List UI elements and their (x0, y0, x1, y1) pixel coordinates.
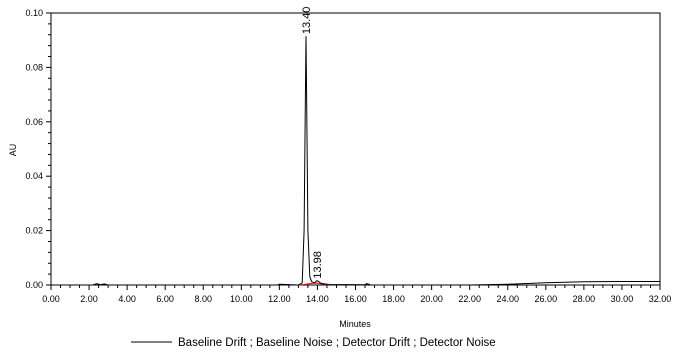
y-axis: 0.00 0.02 0.04 0.06 0.08 0.10 (25, 8, 51, 290)
series-layer (51, 36, 660, 286)
x-tick-label: 10.00 (230, 294, 253, 304)
x-tick-label: 8.00 (194, 294, 212, 304)
x-tick-label: 14.00 (306, 294, 329, 304)
y-tick-label: 0.02 (25, 226, 43, 236)
x-tick-label: 22.00 (458, 294, 481, 304)
y-tick-label: 0.00 (25, 280, 43, 290)
y-tick-label: 0.06 (25, 117, 43, 127)
x-tick-label: 6.00 (156, 294, 174, 304)
y-tick-label: 0.04 (25, 171, 43, 181)
x-axis-title: Minutes (339, 319, 371, 329)
y-axis-title: AU (8, 144, 18, 157)
x-tick-label: 30.00 (611, 294, 634, 304)
legend-label: Baseline Drift ; Baseline Noise ; Detect… (178, 337, 496, 349)
plot-frame (50, 12, 661, 286)
chromatogram-trace (51, 36, 660, 286)
x-axis: 0.00 2.00 4.00 6.00 8.00 10.00 12.00 14.00 16.00… (42, 285, 671, 304)
x-tick-label: 4.00 (118, 294, 136, 304)
peak-label: 13.98 (312, 251, 324, 279)
peak-label: 13.40 (301, 7, 313, 35)
y-tick-label: 0.10 (25, 8, 43, 18)
legend: Baseline Drift ; Baseline Noise ; Detect… (131, 337, 496, 349)
peak-labels: 13.40 13.98 (301, 7, 324, 279)
x-tick-label: 12.00 (268, 294, 291, 304)
x-tick-label: 2.00 (80, 294, 98, 304)
x-tick-label: 26.00 (535, 294, 558, 304)
x-tick-label: 28.00 (573, 294, 596, 304)
y-tick-label: 0.08 (25, 62, 43, 72)
x-tick-label: 32.00 (649, 294, 672, 304)
x-tick-label: 24.00 (496, 294, 519, 304)
x-tick-label: 20.00 (420, 294, 443, 304)
x-tick-label: 16.00 (344, 294, 367, 304)
x-tick-label: 18.00 (382, 294, 405, 304)
x-tick-label: 0.00 (42, 294, 60, 304)
